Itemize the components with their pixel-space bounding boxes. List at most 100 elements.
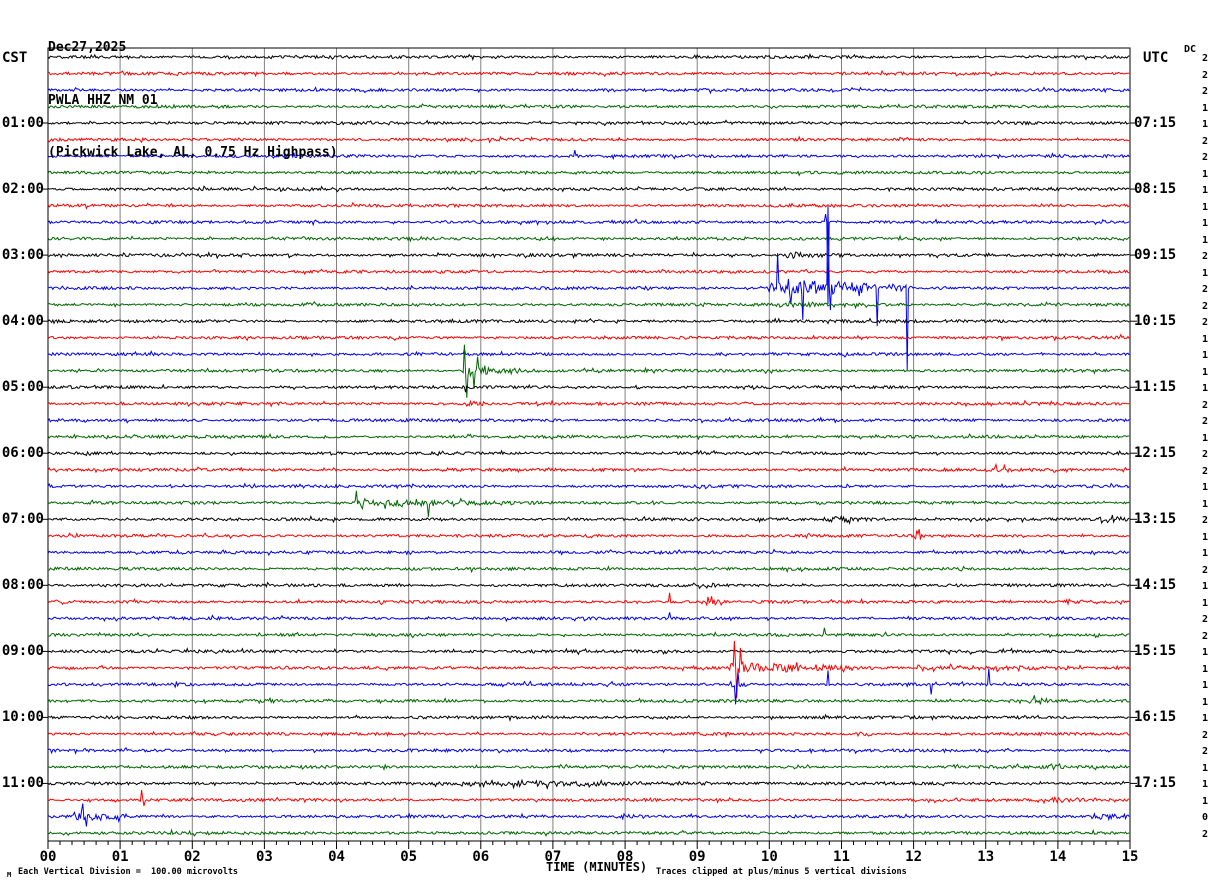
x-tick-label: 14 — [1049, 849, 1067, 865]
dc-value: 2 — [1201, 465, 1209, 477]
trace-row-28 — [47, 490, 1130, 517]
dc-value: 1 — [1201, 119, 1209, 131]
left-time-label: 03:00 — [1, 247, 44, 264]
dc-value: 1 — [1201, 234, 1209, 246]
x-tick-label: 00 — [39, 849, 57, 865]
right-time-label: 17:15 — [1134, 775, 1177, 792]
trace-row-21 — [47, 383, 1130, 393]
dc-value: 1 — [1201, 366, 1209, 378]
trace-row-6 — [47, 135, 1130, 144]
footer-right-note: Traces clipped at plus/minus 5 vertical … — [656, 867, 907, 877]
trace-row-8 — [47, 169, 1130, 177]
left-time-label: 01:00 — [1, 115, 44, 132]
right-time-label: 16:15 — [1134, 709, 1177, 726]
trace-row-11 — [47, 214, 1130, 305]
left-time-label: 07:00 — [1, 511, 44, 528]
dc-column-header: DC — [1184, 44, 1197, 55]
dc-value: 2 — [1201, 630, 1209, 642]
dc-value: 2 — [1201, 746, 1209, 758]
trace-row-4 — [47, 103, 1130, 110]
dc-value: 1 — [1201, 795, 1209, 807]
dc-value: 2 — [1201, 449, 1209, 461]
dc-value: 2 — [1201, 86, 1209, 98]
trace-row-38 — [47, 640, 1130, 698]
trace-row-15 — [47, 206, 1130, 371]
dc-value: 1 — [1201, 383, 1209, 395]
dc-value: 1 — [1201, 168, 1209, 180]
dc-value: 1 — [1201, 531, 1209, 543]
trace-row-30 — [47, 528, 1130, 540]
trace-row-25 — [47, 449, 1130, 457]
dc-value: 2 — [1201, 729, 1209, 741]
trace-row-48 — [47, 828, 1130, 837]
dc-value: 2 — [1201, 399, 1209, 411]
right-axis-header: UTC — [1143, 50, 1169, 66]
dc-value: 1 — [1201, 333, 1209, 345]
dc-value: 1 — [1201, 548, 1209, 560]
trace-row-26 — [47, 462, 1130, 474]
dc-value: 1 — [1201, 647, 1209, 659]
x-tick-label: 06 — [472, 849, 490, 865]
right-time-label: 08:15 — [1134, 181, 1177, 198]
dc-value: 2 — [1201, 416, 1209, 428]
dc-value: 1 — [1201, 432, 1209, 444]
trace-row-31 — [47, 548, 1130, 557]
title-date: Dec27,2025 — [48, 40, 127, 55]
dc-value: 1 — [1201, 680, 1209, 692]
x-tick-label: 03 — [255, 849, 273, 865]
footer-left-note: Each Vertical Division = 100.00 microvol… — [18, 867, 239, 877]
trace-row-23 — [47, 416, 1130, 424]
dc-value: 2 — [1201, 828, 1209, 840]
trace-row-5 — [47, 119, 1130, 127]
right-time-label: 11:15 — [1134, 379, 1177, 396]
dc-value: 1 — [1201, 267, 1209, 279]
trace-row-35 — [47, 612, 1130, 623]
x-tick-label: 10 — [760, 849, 778, 865]
x-tick-label: 09 — [688, 849, 706, 865]
trace-row-40 — [47, 695, 1130, 705]
trace-row-9 — [47, 185, 1130, 193]
trace-row-44 — [47, 762, 1130, 771]
dc-value: 1 — [1201, 762, 1209, 774]
dc-value: 2 — [1201, 515, 1209, 527]
x-tick-label: 08 — [616, 849, 634, 865]
trace-row-17 — [47, 317, 1130, 325]
left-time-label: 02:00 — [1, 181, 44, 198]
dc-value: 1 — [1201, 350, 1209, 362]
right-time-label: 15:15 — [1134, 643, 1177, 660]
trace-row-7 — [47, 149, 1130, 161]
dc-value: 2 — [1201, 284, 1209, 296]
dc-value: 2 — [1201, 251, 1209, 263]
trace-row-12 — [47, 234, 1130, 243]
trace-row-47 — [47, 803, 1130, 827]
x-tick-label: 04 — [328, 849, 345, 865]
dc-value: 2 — [1201, 564, 1209, 576]
dc-value: 2 — [1201, 300, 1209, 312]
trace-row-29 — [47, 514, 1130, 526]
trace-row-1 — [47, 52, 1130, 62]
left-time-label: 05:00 — [1, 379, 44, 396]
right-time-label: 07:15 — [1134, 115, 1177, 132]
trace-row-18 — [47, 333, 1130, 342]
dc-value: 1 — [1201, 581, 1209, 593]
dc-value: 2 — [1201, 69, 1209, 81]
right-time-label: 12:15 — [1134, 445, 1177, 462]
x-tick-label: 07 — [544, 849, 562, 865]
dc-value: 2 — [1201, 53, 1209, 64]
x-tick-label: 02 — [183, 849, 201, 865]
dc-value: 1 — [1201, 102, 1209, 114]
trace-row-13 — [47, 251, 1130, 260]
left-time-label: 04:00 — [1, 313, 44, 330]
title-block: Dec27,2025 PWLA HHZ NM 01 (Pickwick Lake… — [48, 3, 338, 199]
trace-row-45 — [47, 778, 1130, 790]
right-time-label: 14:15 — [1134, 577, 1177, 594]
trace-row-27 — [47, 482, 1130, 490]
dc-value: 2 — [1201, 317, 1209, 329]
left-time-label: 10:00 — [1, 709, 44, 726]
trace-row-43 — [47, 746, 1130, 755]
dc-value: 1 — [1201, 597, 1209, 609]
dc-value: 1 — [1201, 218, 1209, 230]
trace-row-36 — [47, 627, 1130, 639]
